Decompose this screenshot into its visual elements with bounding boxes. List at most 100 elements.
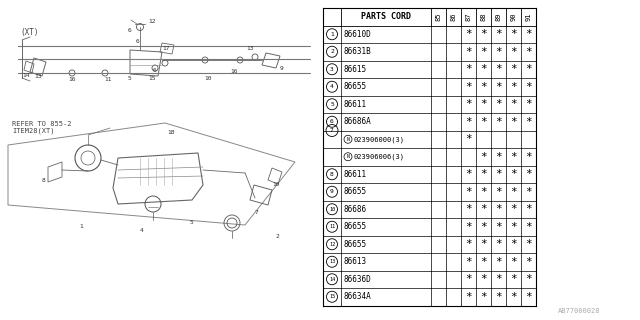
- Text: *: *: [480, 187, 487, 197]
- Text: 86631B: 86631B: [344, 47, 372, 56]
- Text: *: *: [495, 239, 502, 249]
- Text: *: *: [495, 187, 502, 197]
- Text: 86615: 86615: [344, 65, 367, 74]
- Text: *: *: [465, 134, 472, 144]
- Text: *: *: [495, 82, 502, 92]
- Text: *: *: [525, 239, 532, 249]
- Text: *: *: [525, 274, 532, 284]
- Text: *: *: [510, 292, 517, 302]
- Text: *: *: [480, 47, 487, 57]
- Text: ITEM28(XT): ITEM28(XT): [12, 128, 54, 134]
- Text: 023906006(3): 023906006(3): [354, 154, 405, 160]
- Text: *: *: [465, 239, 472, 249]
- Text: 86634A: 86634A: [344, 292, 372, 301]
- Text: *: *: [480, 29, 487, 39]
- Text: *: *: [465, 29, 472, 39]
- Text: *: *: [495, 64, 502, 74]
- Text: *: *: [495, 257, 502, 267]
- Text: *: *: [525, 204, 532, 214]
- Text: 87: 87: [465, 12, 472, 21]
- Text: *: *: [525, 152, 532, 162]
- Text: *: *: [465, 82, 472, 92]
- Text: *: *: [495, 204, 502, 214]
- Text: 13: 13: [246, 45, 253, 51]
- Text: 14: 14: [329, 277, 335, 282]
- Text: *: *: [480, 152, 487, 162]
- Text: *: *: [465, 99, 472, 109]
- Text: *: *: [480, 222, 487, 232]
- Text: 5: 5: [190, 220, 194, 226]
- Text: *: *: [510, 82, 517, 92]
- Text: *: *: [495, 47, 502, 57]
- Text: 8: 8: [42, 178, 45, 182]
- Text: *: *: [525, 187, 532, 197]
- Text: 10: 10: [204, 76, 211, 81]
- Text: 86655: 86655: [344, 82, 367, 91]
- Text: 1: 1: [79, 225, 83, 229]
- Text: *: *: [480, 257, 487, 267]
- Text: *: *: [510, 204, 517, 214]
- Text: 15: 15: [329, 294, 335, 299]
- Text: *: *: [510, 47, 517, 57]
- Text: *: *: [465, 292, 472, 302]
- Text: *: *: [480, 117, 487, 127]
- Text: *: *: [525, 64, 532, 74]
- Text: *: *: [465, 187, 472, 197]
- Text: *: *: [480, 292, 487, 302]
- Text: 9: 9: [330, 189, 334, 194]
- Text: *: *: [525, 222, 532, 232]
- Text: 14: 14: [22, 73, 29, 77]
- Text: *: *: [495, 99, 502, 109]
- Text: *: *: [465, 274, 472, 284]
- Text: *: *: [480, 169, 487, 179]
- Text: 8: 8: [330, 172, 334, 177]
- Text: 86636D: 86636D: [344, 275, 372, 284]
- Text: 85: 85: [435, 12, 442, 21]
- Text: 13: 13: [34, 74, 42, 78]
- Text: 86655: 86655: [344, 187, 367, 196]
- Text: *: *: [480, 274, 487, 284]
- Text: 6: 6: [330, 119, 334, 124]
- Text: 2: 2: [275, 234, 279, 238]
- Text: 90: 90: [511, 12, 516, 21]
- Text: 13: 13: [329, 259, 335, 264]
- Text: *: *: [525, 99, 532, 109]
- Text: *: *: [480, 239, 487, 249]
- Text: 6: 6: [153, 68, 157, 73]
- Text: *: *: [510, 99, 517, 109]
- Text: *: *: [510, 187, 517, 197]
- Text: *: *: [525, 82, 532, 92]
- Text: *: *: [510, 222, 517, 232]
- Text: *: *: [495, 292, 502, 302]
- Text: N: N: [347, 137, 349, 142]
- Text: 86655: 86655: [344, 240, 367, 249]
- Text: 89: 89: [495, 12, 502, 21]
- Text: 86: 86: [451, 12, 456, 21]
- Text: *: *: [465, 257, 472, 267]
- Text: 3: 3: [330, 67, 334, 72]
- Text: *: *: [480, 64, 487, 74]
- Text: 4: 4: [330, 84, 334, 89]
- Text: *: *: [510, 274, 517, 284]
- Text: 91: 91: [525, 12, 531, 21]
- Text: *: *: [510, 169, 517, 179]
- Text: *: *: [525, 292, 532, 302]
- Text: *: *: [480, 204, 487, 214]
- Text: *: *: [510, 239, 517, 249]
- Text: 10: 10: [329, 207, 335, 212]
- Text: *: *: [495, 169, 502, 179]
- Text: 9: 9: [280, 66, 284, 70]
- Text: AB77000028: AB77000028: [557, 308, 600, 314]
- Text: 86611: 86611: [344, 170, 367, 179]
- Text: *: *: [525, 169, 532, 179]
- Text: 86686: 86686: [344, 205, 367, 214]
- Text: *: *: [495, 274, 502, 284]
- Text: N: N: [347, 154, 349, 159]
- Text: 88: 88: [481, 12, 486, 21]
- Text: 12: 12: [148, 19, 156, 23]
- Text: 6: 6: [136, 38, 140, 44]
- Text: *: *: [480, 99, 487, 109]
- Text: 86613: 86613: [344, 257, 367, 266]
- Text: *: *: [495, 222, 502, 232]
- Text: *: *: [525, 257, 532, 267]
